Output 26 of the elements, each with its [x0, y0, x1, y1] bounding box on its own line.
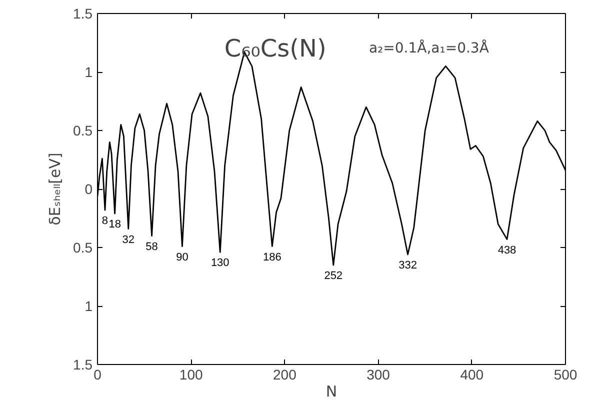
x-axis-title: N — [326, 382, 338, 400]
y-axis-title: δEₛₕₑₗₗ[eV] — [46, 152, 64, 226]
annotation: 252 — [324, 270, 343, 282]
annotation: 130 — [210, 257, 230, 270]
annotation: 32 — [122, 234, 135, 246]
annotation: 8 — [102, 215, 108, 228]
y-tick-label: 0 — [84, 181, 93, 197]
annotation: 332 — [398, 260, 417, 272]
annotation: 438 — [498, 244, 516, 256]
y-tick-label: 1 — [84, 64, 93, 80]
y-tick-label: 1 — [84, 298, 93, 314]
x-tick-label: 300 — [366, 366, 390, 382]
y-tick-label: 1.5 — [73, 6, 93, 22]
annotation: a₂=0.1Å,a₁=0.3Å — [368, 40, 490, 57]
x-tick-label: 200 — [273, 366, 297, 382]
y-tick-label: 0.5 — [73, 240, 93, 256]
annotation: 90 — [176, 251, 188, 264]
x-tick-label: 100 — [179, 366, 203, 382]
annotation: 186 — [262, 251, 282, 264]
y-tick-label: 1.5 — [73, 356, 93, 372]
text: C₆₀Cs(N) — [224, 34, 326, 63]
x-tick-label: 400 — [460, 366, 484, 382]
y-tick-label: 0.5 — [73, 122, 93, 138]
annotation: 58 — [146, 240, 158, 253]
x-tick-label: 500 — [554, 366, 578, 382]
annotation: 18 — [108, 218, 121, 231]
